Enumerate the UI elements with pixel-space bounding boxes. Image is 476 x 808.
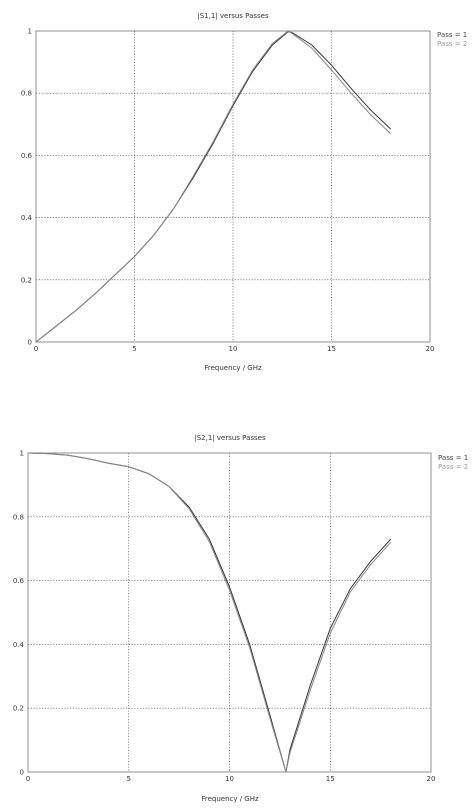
s11-x-tick-label: 10	[229, 345, 238, 353]
s11-y-tick-label: 0	[28, 339, 32, 347]
s11-x-tick-label: 15	[327, 345, 336, 353]
s11-series-pass1-line	[35, 31, 391, 343]
s21-series-pass2-line	[27, 452, 392, 773]
s21-legend-pass2: Pass = 2	[438, 463, 468, 471]
s21-plot-frame	[27, 452, 432, 773]
s21-y-tick-label: 0.8	[13, 513, 24, 521]
s21-series-pass1-line	[27, 452, 392, 773]
s11-x-tick-label: 20	[426, 345, 435, 353]
s21-x-tick-label: 0	[26, 775, 30, 783]
s21-y-tick-label: 0.2	[13, 705, 24, 713]
s11-y-tick-label: 0.4	[21, 214, 33, 222]
s21-chart-title: |S2,1| versus Passes	[194, 434, 266, 442]
s11-legend-pass2: Pass = 2	[437, 40, 467, 48]
s11-chart: |S1,1| versus Passes Frequency / GHz Pas…	[21, 12, 467, 372]
s21-y-tick-label: 0.4	[13, 641, 25, 649]
s21-grid	[28, 453, 431, 772]
s21-y-tick-label: 1	[20, 450, 24, 458]
s21-x-tick-label: 10	[225, 775, 234, 783]
s11-x-tick-label: 0	[34, 345, 38, 353]
s11-x-axis-label: Frequency / GHz	[204, 364, 262, 372]
s11-legend-pass1: Pass = 1	[437, 31, 467, 39]
s21-x-tick-label: 5	[127, 775, 131, 783]
s11-y-tick-label: 1	[28, 28, 32, 36]
s11-x-tick-label: 5	[132, 345, 136, 353]
s11-y-tick-label: 0.6	[21, 152, 33, 160]
s21-y-tick-label: 0	[20, 769, 24, 777]
s11-plot-frame	[35, 30, 431, 343]
s11-y-tick-label: 0.2	[21, 276, 32, 284]
s21-legend-pass1: Pass = 1	[438, 454, 468, 462]
s21-x-tick-label: 15	[326, 775, 335, 783]
s21-y-tick-label: 0.6	[13, 577, 25, 585]
s11-y-tick-label: 0.8	[21, 90, 32, 98]
s11-grid	[36, 31, 430, 342]
s21-chart: |S2,1| versus Passes Frequency / GHz Pas…	[13, 434, 468, 803]
s21-x-axis-label: Frequency / GHz	[201, 795, 259, 803]
s11-chart-title: |S1,1| versus Passes	[197, 12, 269, 20]
s21-x-tick-label: 20	[427, 775, 436, 783]
s11-series-pass2-line	[35, 30, 391, 343]
